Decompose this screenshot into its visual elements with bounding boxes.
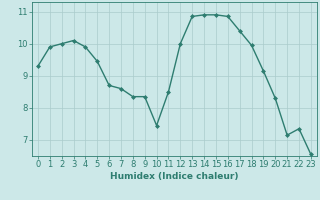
X-axis label: Humidex (Indice chaleur): Humidex (Indice chaleur) <box>110 172 239 181</box>
